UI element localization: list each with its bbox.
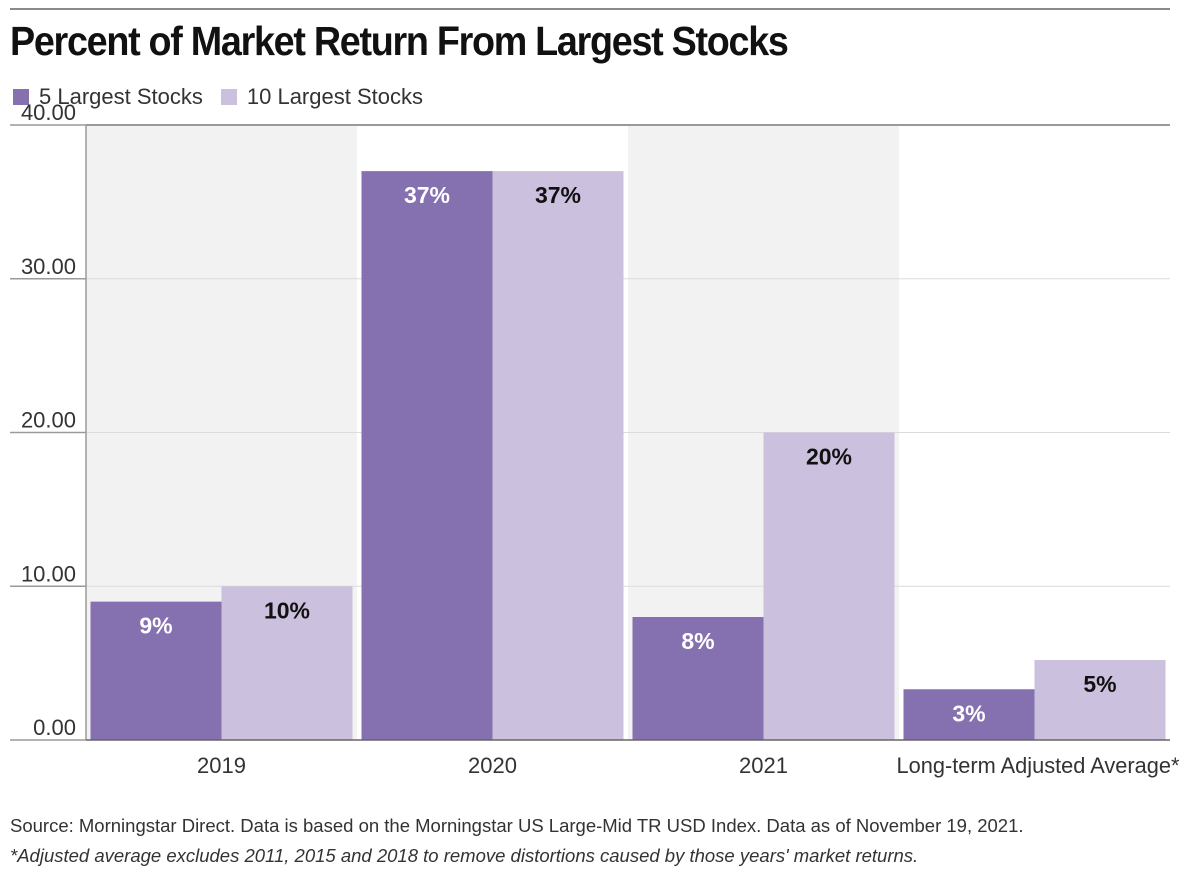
bar: [90, 601, 222, 740]
legend: 5 Largest Stocks 10 Largest Stocks: [13, 84, 441, 110]
x-tick-label: 2019: [197, 753, 246, 778]
top-rule: [10, 8, 1170, 10]
legend-item-10-largest: 10 Largest Stocks: [220, 84, 423, 110]
x-tick-label: Long-term Adjusted Average*: [897, 753, 1180, 778]
source-note: Source: Morningstar Direct. Data is base…: [10, 815, 1024, 836]
bar: [632, 617, 764, 740]
legend-swatch-5-largest: [13, 89, 29, 105]
bar: [361, 171, 493, 740]
bar-chart: 0.00 10.00 20.00 30.00 40.00 9% 37% 8% 3% 10% 37% 2…: [10, 100, 1180, 778]
bar: [903, 689, 1035, 740]
y-tick-label: 30.00: [21, 254, 76, 279]
chart-title: Percent of Market Return From Largest St…: [10, 18, 789, 64]
bar: [492, 171, 624, 740]
data-label: 37%: [404, 182, 450, 208]
bar: [1034, 660, 1166, 740]
bar: [763, 432, 895, 740]
y-tick-label: 0.00: [33, 715, 76, 740]
x-tick-label: 2021: [739, 753, 788, 778]
data-label: 5%: [1083, 671, 1116, 697]
legend-item-5-largest: 5 Largest Stocks: [13, 84, 203, 110]
legend-label-5-largest: 5 Largest Stocks: [39, 84, 203, 109]
data-label: 10%: [264, 597, 310, 623]
x-tick-label: 2020: [468, 753, 517, 778]
y-tick-label: 20.00: [21, 408, 76, 433]
bar: [221, 586, 353, 740]
data-label: 3%: [952, 700, 985, 726]
adjusted-average-note: *Adjusted average excludes 2011, 2015 an…: [10, 845, 919, 866]
y-tick-label: 40.00: [21, 100, 76, 125]
data-label: 8%: [681, 628, 714, 654]
legend-swatch-10-largest: [220, 89, 237, 105]
y-tick-label: 10.00: [21, 561, 76, 586]
legend-label-10-largest: 10 Largest Stocks: [246, 84, 423, 109]
data-label: 37%: [535, 182, 581, 208]
data-label: 9%: [139, 613, 172, 639]
data-label: 20%: [806, 444, 852, 470]
